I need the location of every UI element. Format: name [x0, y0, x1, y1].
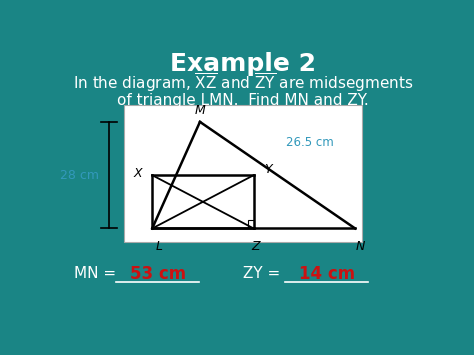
Text: L: L	[156, 240, 163, 253]
Text: 53 cm: 53 cm	[129, 264, 186, 283]
Text: In the diagram, $\overline{\mathrm{XZ}}$ and $\overline{\mathrm{ZY}}$ are midseg: In the diagram, $\overline{\mathrm{XZ}}$…	[73, 71, 413, 94]
Text: Z: Z	[252, 240, 260, 253]
Text: ZY =: ZY =	[243, 266, 285, 281]
Text: Example 2: Example 2	[170, 52, 316, 76]
Bar	[248, 220, 254, 229]
Bar	[124, 105, 362, 242]
Text: Y: Y	[264, 163, 272, 176]
Text: MN =: MN =	[74, 266, 121, 281]
Text: 26.5 cm: 26.5 cm	[286, 136, 334, 149]
Text: M: M	[194, 104, 205, 118]
Text: of triangle LMN.  Find MN and ZY.: of triangle LMN. Find MN and ZY.	[117, 93, 369, 108]
Text: 14 cm: 14 cm	[299, 264, 355, 283]
Text: 28 cm: 28 cm	[60, 169, 99, 182]
Text: X: X	[134, 167, 142, 180]
Text: N: N	[355, 240, 365, 253]
